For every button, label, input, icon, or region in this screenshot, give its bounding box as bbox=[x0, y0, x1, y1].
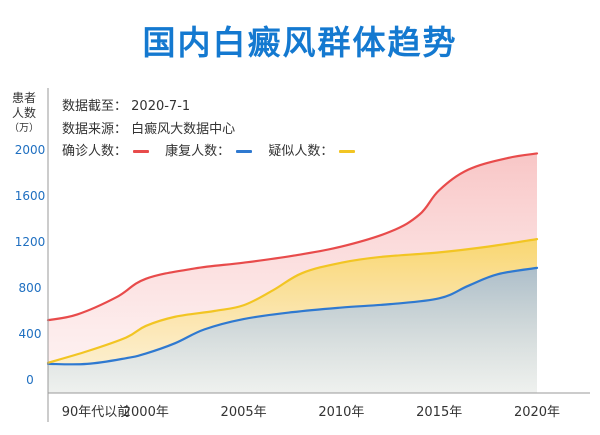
legend-swatch-recovered bbox=[236, 150, 253, 153]
y-axis-label-line-2: 人数 bbox=[11, 106, 36, 120]
legend-item-suspected: 疑似人数： bbox=[268, 140, 356, 159]
info-source: 数据来源： 白癜风大数据中心 bbox=[62, 118, 235, 137]
y-tick-label: 1200 bbox=[15, 235, 46, 249]
legend-swatch-suspected bbox=[339, 150, 356, 153]
chart-title: 国内白癜风群体趋势 bbox=[142, 23, 458, 62]
legend-item-recovered: 康复人数： bbox=[165, 140, 253, 159]
x-tick-label: 90年代以前 bbox=[62, 404, 131, 420]
info-date: 数据截至： 2020-7-1 bbox=[62, 95, 190, 114]
legend-label-suspected: 疑似人数： bbox=[268, 144, 334, 159]
line-confirmed bbox=[46, 152, 539, 322]
info-date-label: 数据截至： bbox=[62, 99, 128, 114]
legend: 确诊人数： 康复人数： 疑似人数： bbox=[62, 140, 367, 159]
x-tick-label: 2005年 bbox=[221, 405, 267, 420]
x-tick-label: 2015年 bbox=[416, 405, 462, 420]
y-axis-label: 患者 人数 （万） bbox=[6, 91, 42, 136]
info-source-value: 白癜风大数据中心 bbox=[131, 122, 236, 137]
y-axis-label-line-1: 患者 bbox=[11, 91, 36, 105]
area-recovered bbox=[48, 267, 537, 393]
legend-swatch-confirmed bbox=[133, 150, 150, 153]
y-tick-label: 400 bbox=[19, 327, 42, 341]
x-tick-label: 2010年 bbox=[318, 405, 364, 420]
legend-item-confirmed: 确诊人数： bbox=[62, 140, 150, 159]
y-axis-label-line-3: （万） bbox=[9, 123, 39, 134]
y-tick-label: 0 bbox=[26, 373, 34, 387]
info-date-value: 2020-7-1 bbox=[131, 99, 191, 114]
y-tick-label: 800 bbox=[19, 281, 42, 295]
legend-label-recovered: 康复人数： bbox=[165, 144, 231, 159]
x-tick-label: 2000年 bbox=[123, 405, 169, 420]
line-suspected bbox=[46, 238, 539, 364]
info-source-label: 数据来源： bbox=[62, 122, 128, 137]
line-layer bbox=[46, 152, 539, 366]
x-tick-label: 2020年 bbox=[514, 405, 560, 420]
line-recovered bbox=[46, 266, 539, 366]
y-tick-label: 1600 bbox=[15, 189, 46, 203]
area-layer bbox=[48, 153, 537, 393]
legend-label-confirmed: 确诊人数： bbox=[62, 144, 128, 159]
y-tick-label: 2000 bbox=[15, 143, 46, 157]
